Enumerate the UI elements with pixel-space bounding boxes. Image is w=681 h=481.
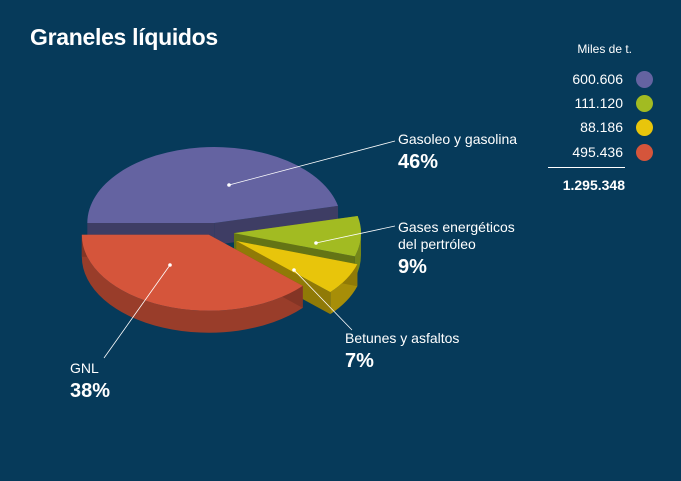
legend-value: 88.186 xyxy=(580,119,623,135)
leader-dot-2 xyxy=(292,268,296,272)
legend-item-gasoleo: 600.606 xyxy=(520,70,653,90)
callout-label-line-2: del pertróleo xyxy=(398,236,476,252)
callout-gnl: GNL 38% xyxy=(70,360,110,403)
leader-dot-3 xyxy=(168,263,172,267)
legend-value: 111.120 xyxy=(574,95,623,111)
legend-value: 495.436 xyxy=(572,144,623,160)
pie-slice-3 xyxy=(81,234,303,333)
callout-label-line-1: Gases energéticos xyxy=(398,219,515,235)
legend-dot xyxy=(636,71,653,88)
legend-dot xyxy=(636,144,653,161)
legend-item-gases: 111.120 xyxy=(520,94,653,114)
leader-dot-1 xyxy=(314,241,318,245)
callout-label: Gasoleo y gasolina xyxy=(398,131,518,147)
slice-top xyxy=(236,241,358,293)
leader-dot-0 xyxy=(227,183,231,187)
callout-percent: 9% xyxy=(398,256,427,278)
slice-top xyxy=(81,234,303,311)
legend-total: 1.295.348 xyxy=(562,177,625,193)
leader-line-3 xyxy=(103,264,171,359)
callout-percent: 7% xyxy=(345,350,374,372)
legend-item-betunes: 88.186 xyxy=(520,118,653,138)
legend-dot xyxy=(636,95,653,112)
legend-unit: Miles de t. xyxy=(577,42,632,56)
callout-percent: 46% xyxy=(398,151,439,173)
callout-betunes: Betunes y asfaltos 7% xyxy=(345,330,459,373)
page-title: Graneles líquidos xyxy=(30,24,218,50)
slice-top xyxy=(87,147,339,224)
leader-line-2 xyxy=(293,269,353,331)
leader-line-0 xyxy=(228,140,396,186)
callout-label: GNL xyxy=(70,360,99,376)
legend-item-gnl: 495.436 xyxy=(520,143,653,163)
callout-gases: Gases energéticos del pertróleo 9% xyxy=(398,219,515,279)
leader-line-1 xyxy=(315,225,396,244)
slice-side xyxy=(81,234,303,333)
slice-top xyxy=(233,215,361,257)
callout-label: Betunes y asfaltos xyxy=(345,330,460,346)
legend-divider xyxy=(548,167,625,168)
callout-gasoleo: Gasoleo y gasolina 46% xyxy=(398,131,517,174)
legend-dot xyxy=(636,119,653,136)
legend-value: 600.606 xyxy=(572,71,623,87)
callout-percent: 38% xyxy=(70,380,111,402)
